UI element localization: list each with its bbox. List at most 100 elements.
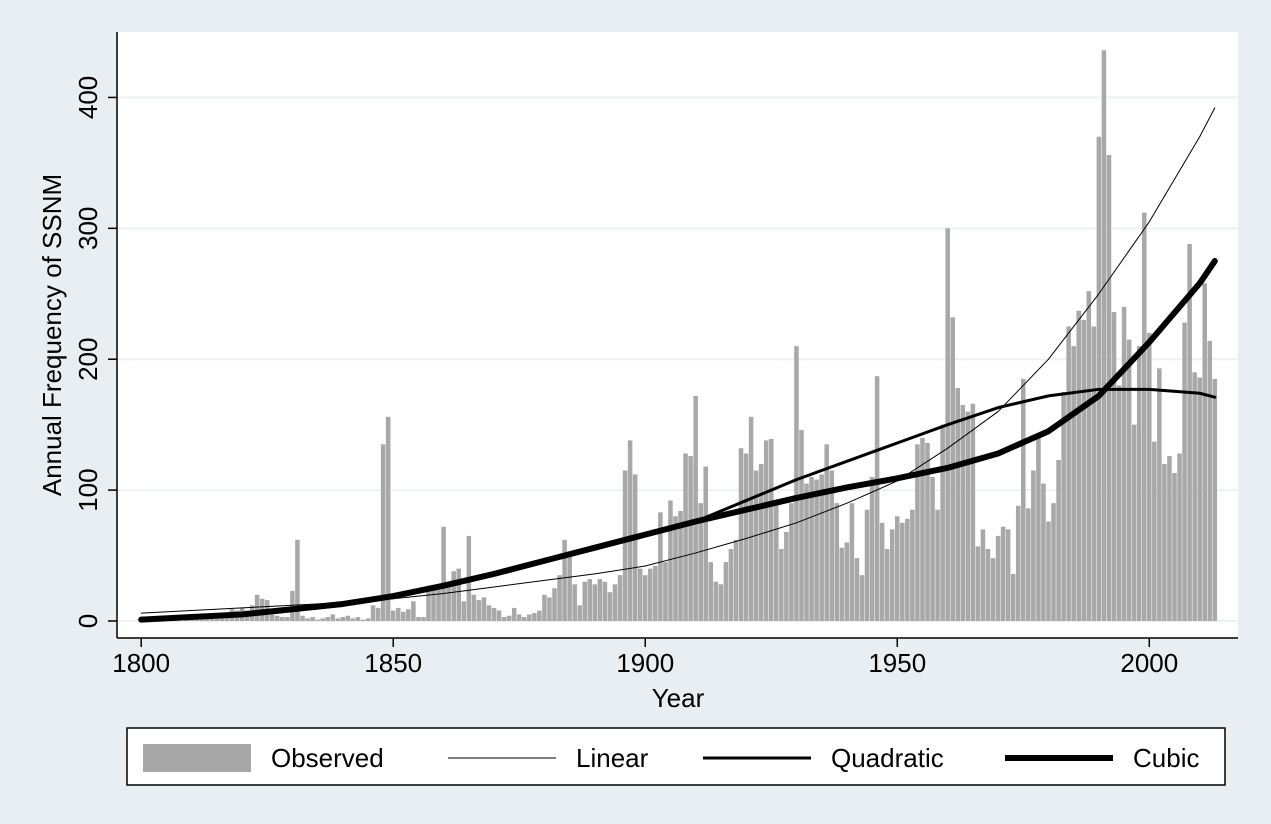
bar xyxy=(663,562,668,621)
bar xyxy=(794,346,799,621)
y-tick-label: 0 xyxy=(73,614,103,628)
bar xyxy=(900,522,905,621)
bar xyxy=(1091,326,1097,621)
bar xyxy=(869,477,875,621)
bar xyxy=(970,403,976,621)
bar xyxy=(648,568,653,621)
bar xyxy=(779,548,784,621)
bar xyxy=(1187,244,1192,621)
bar xyxy=(849,503,855,621)
bar xyxy=(1086,291,1092,621)
bar xyxy=(990,558,996,621)
bar xyxy=(567,555,572,621)
bar xyxy=(1010,573,1016,621)
bar xyxy=(380,444,386,621)
bar xyxy=(476,600,482,621)
bar xyxy=(1202,283,1208,621)
bar xyxy=(1172,473,1177,621)
bar xyxy=(617,575,623,621)
x-axis-title: Year xyxy=(652,683,705,713)
bar xyxy=(542,594,547,621)
bar xyxy=(365,618,371,621)
bar xyxy=(1056,459,1061,621)
bar xyxy=(905,518,910,621)
bar xyxy=(960,405,966,621)
bar xyxy=(592,584,598,621)
bar xyxy=(743,453,749,621)
y-tick-label: 200 xyxy=(73,338,103,381)
bar xyxy=(738,448,744,621)
bar xyxy=(375,607,381,621)
legend-label: Quadratic xyxy=(831,743,944,773)
bar xyxy=(1121,306,1127,621)
bar xyxy=(416,617,421,621)
bar xyxy=(844,542,850,621)
bar xyxy=(1005,529,1011,621)
bar xyxy=(607,592,613,621)
bar xyxy=(486,605,492,621)
bar xyxy=(693,395,698,621)
bar xyxy=(602,581,608,621)
bar xyxy=(315,619,320,621)
bar xyxy=(370,605,376,621)
bar xyxy=(748,416,754,621)
bar xyxy=(335,618,341,621)
bar xyxy=(1066,326,1071,621)
bar xyxy=(668,500,673,621)
bar xyxy=(683,453,688,621)
bar xyxy=(884,548,890,621)
legend-label: Cubic xyxy=(1133,743,1199,773)
bar xyxy=(496,610,502,621)
y-tick-label: 100 xyxy=(73,468,103,511)
bar xyxy=(1101,50,1107,621)
y-axis-title: Annual Frequency of SSNM xyxy=(37,174,67,496)
bar xyxy=(965,411,971,621)
legend-label: Linear xyxy=(576,743,649,773)
bar xyxy=(1157,368,1162,621)
bar xyxy=(184,619,189,621)
bar xyxy=(587,579,593,621)
bar xyxy=(1015,505,1021,621)
bar xyxy=(1081,319,1087,621)
bar xyxy=(269,614,275,621)
bar xyxy=(582,581,588,621)
bar xyxy=(340,617,346,621)
bar xyxy=(1061,391,1066,621)
bar xyxy=(401,611,406,621)
bar xyxy=(537,610,542,621)
bar xyxy=(985,548,991,621)
bar xyxy=(597,579,603,621)
bar xyxy=(1152,441,1157,621)
bar xyxy=(774,503,779,621)
bar xyxy=(809,477,814,621)
bar xyxy=(295,539,300,621)
bar xyxy=(834,503,840,621)
bar xyxy=(527,614,532,621)
bar xyxy=(698,503,703,621)
bar xyxy=(758,463,764,621)
bar xyxy=(1212,378,1218,621)
bar xyxy=(532,613,537,621)
bar xyxy=(254,594,260,621)
bar xyxy=(915,444,920,621)
bar xyxy=(194,619,199,621)
bar xyxy=(1000,526,1006,621)
bar xyxy=(562,539,567,621)
bar xyxy=(214,617,220,621)
bar xyxy=(718,584,724,621)
bar xyxy=(1076,310,1081,621)
bar xyxy=(799,429,804,621)
bar xyxy=(824,444,829,621)
bar xyxy=(839,547,845,621)
bar xyxy=(290,590,295,621)
bar xyxy=(1046,521,1051,621)
bar xyxy=(784,531,789,621)
legend-swatch xyxy=(143,744,251,772)
fit-line xyxy=(138,258,1218,623)
bar xyxy=(285,617,290,621)
x-tick-label: 2000 xyxy=(1120,648,1178,678)
bar xyxy=(688,456,693,621)
bar xyxy=(975,546,981,621)
bar xyxy=(894,516,900,621)
legend-label: Observed xyxy=(271,743,384,773)
